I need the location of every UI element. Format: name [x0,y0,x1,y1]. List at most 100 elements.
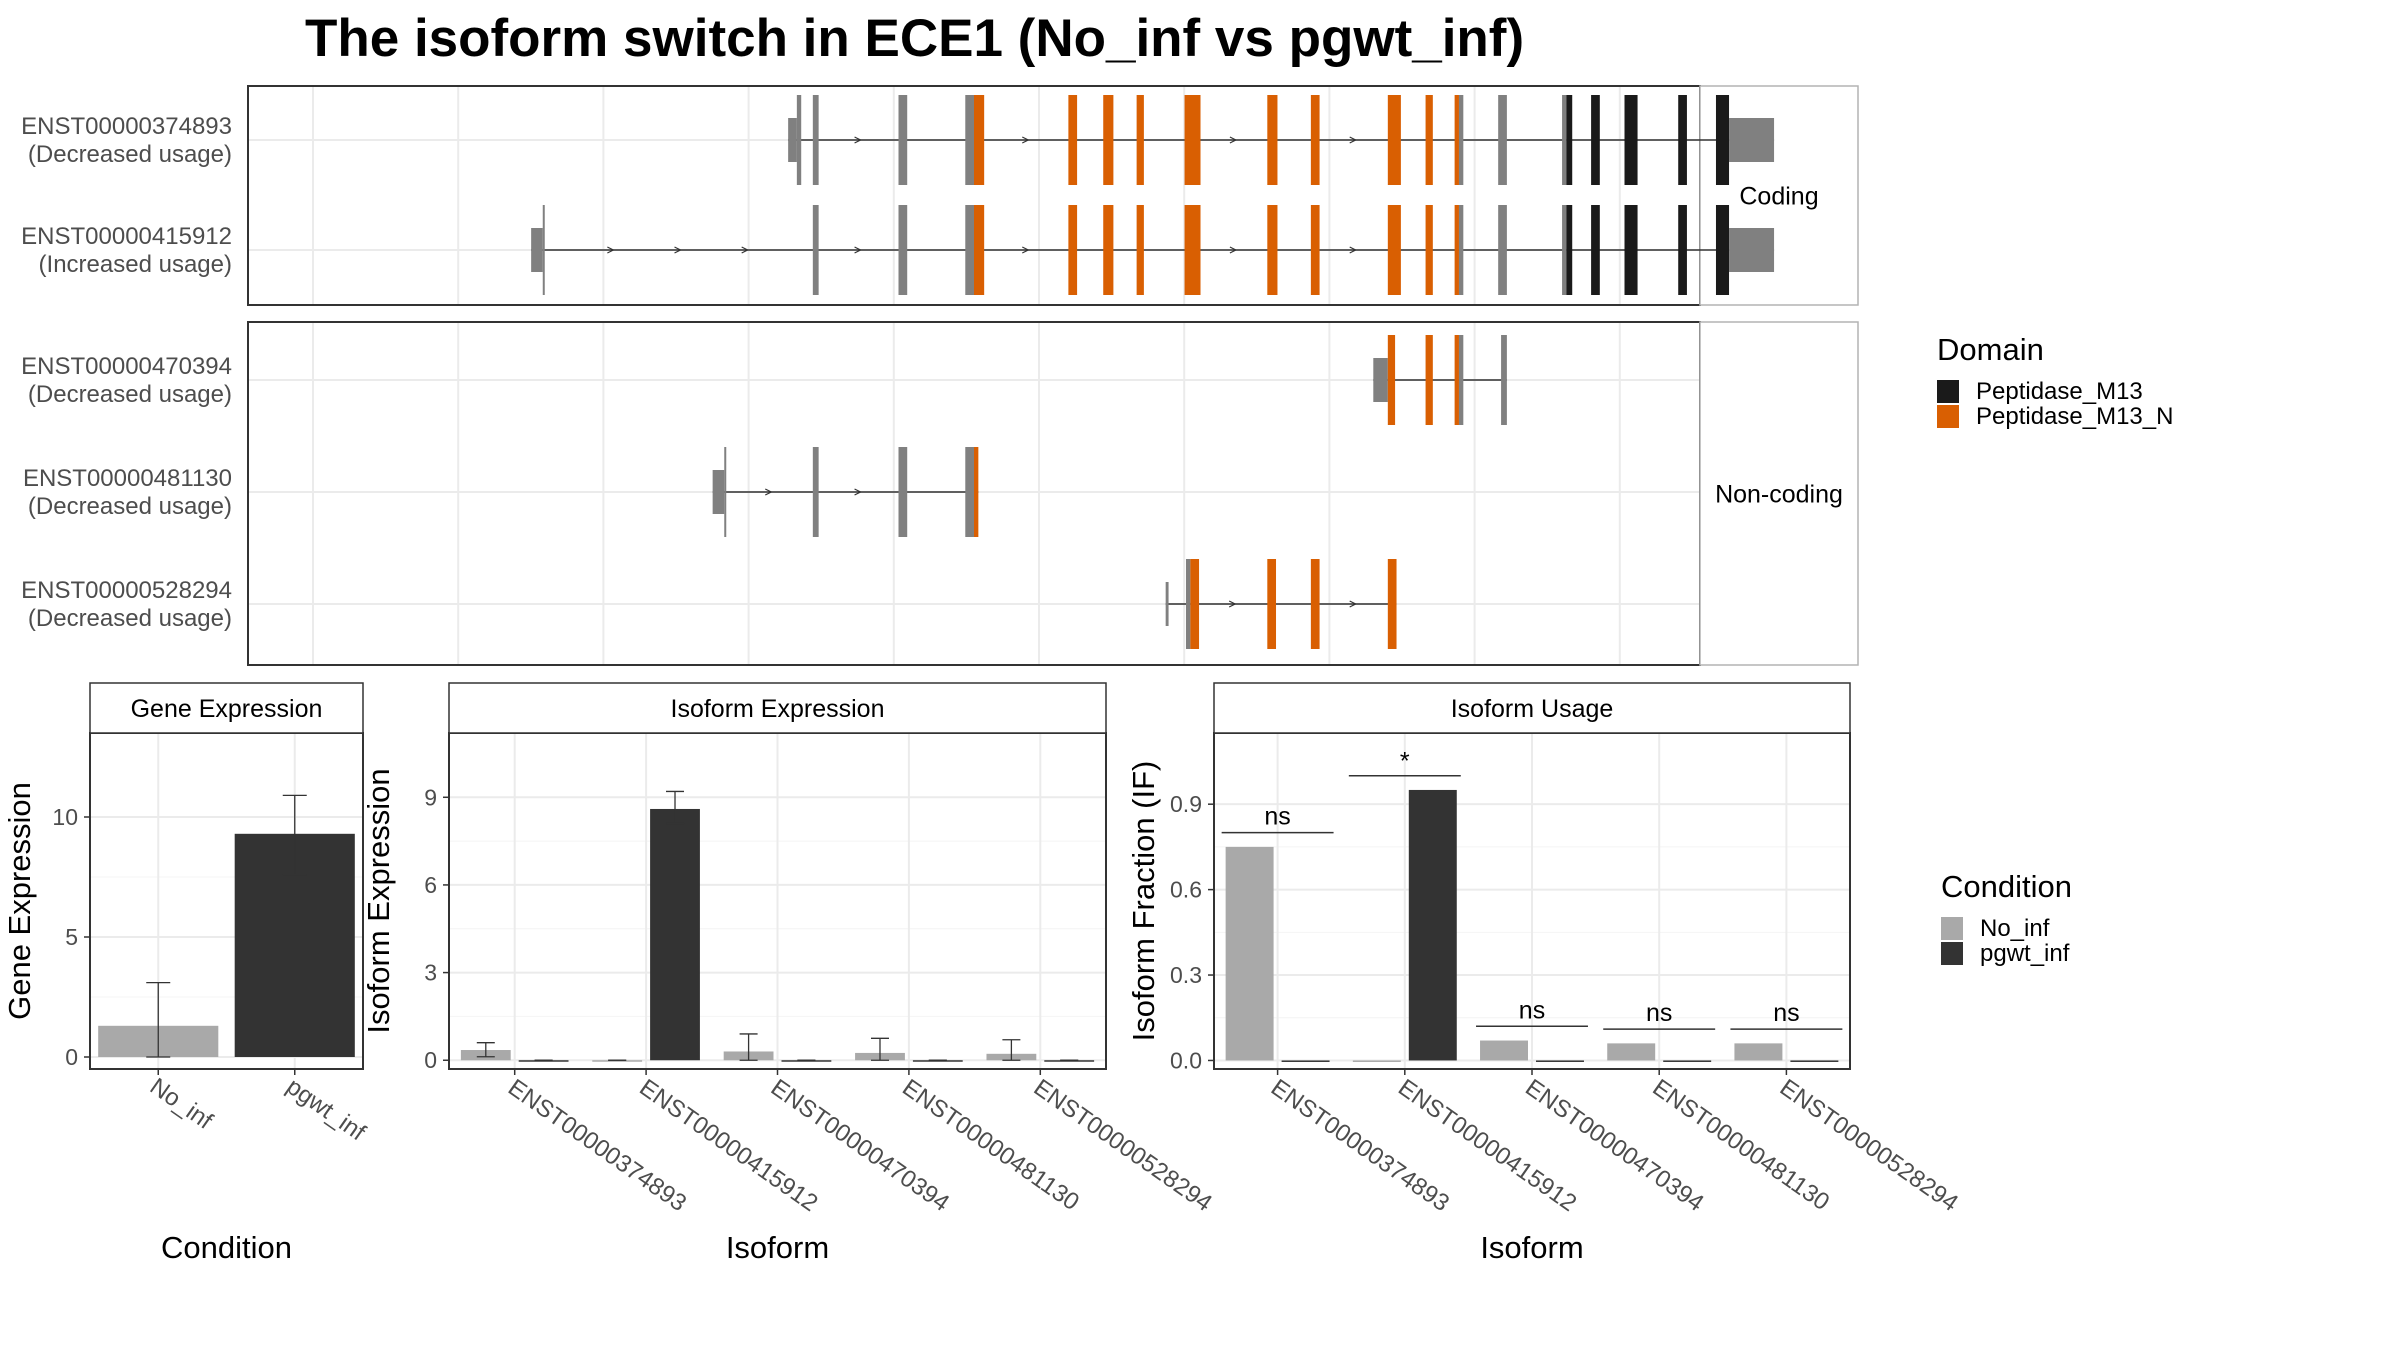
direction-arrow [674,246,682,254]
legend-key [1941,942,1963,965]
y-tick-label: 10 [52,804,78,830]
bar [1225,846,1274,1061]
exon-m13 [1715,95,1730,185]
bar [650,808,700,1061]
exon-m13 [1591,205,1600,295]
exon-m13 [1566,205,1573,295]
bar [518,1060,569,1062]
transcript-usage-note: (Increased usage) [39,251,232,278]
exon-n [1310,559,1320,649]
exon-n [1310,205,1320,295]
x-tick-label: No_inf [145,1073,218,1135]
panel-strip-label: Gene Expression [131,695,323,723]
y-tick-label: 0 [424,1047,437,1073]
bar [1607,1043,1656,1061]
exon-n [1068,95,1078,185]
y-tick-label: 6 [424,872,437,898]
transcript-ENST00000470394: ENST00000470394(Decreased usage) [21,335,1507,425]
y-tick-label: 5 [65,924,78,950]
y-tick-label: 0.0 [1170,1047,1202,1073]
exon-cds [1562,205,1567,295]
exon-cds [898,95,908,185]
exon-utr [1729,228,1775,272]
panel-gene-expression: Gene Expression 0 5 10 No_inf pgwt_inf Conditi… [2,682,370,1265]
exon-utr [1373,358,1388,402]
exon-n [1425,335,1433,425]
exon-cds [1185,559,1191,649]
significance-label: * [1400,748,1410,776]
exon-n [1068,205,1078,295]
x-axis-title: Isoform [1480,1230,1583,1265]
legend-label: Peptidase_M13_N [1976,403,2173,430]
direction-arrow [854,136,862,144]
exon-cds [724,447,727,537]
x-axis-title: Isoform [726,1230,829,1265]
transcript-id: ENST00000481130 [23,465,232,492]
legend-label: No_inf [1980,915,2050,942]
bar [1663,1060,1712,1062]
transcript-usage-note: (Decreased usage) [28,493,232,520]
exon-m13 [1715,205,1730,295]
exon-cds [542,205,545,295]
direction-arrow [1022,136,1030,144]
exon-cds [1501,335,1507,425]
bar [1281,1060,1330,1062]
bar [781,1060,832,1062]
transcript-ENST00000481130: ENST00000481130(Decreased usage) [23,447,979,537]
legend-label: Peptidase_M13 [1976,378,2143,405]
legend-key [1937,405,1959,428]
exon-cds [898,447,908,537]
exon-m13 [1624,95,1638,185]
exon-m13 [1591,95,1600,185]
significance-label: ns [1519,996,1545,1024]
bar [1734,1043,1783,1061]
exon-n [1387,559,1397,649]
direction-arrow [741,246,750,254]
exon-m13 [1678,95,1687,185]
y-tick-label: 0.3 [1170,962,1202,988]
transcript-ENST00000528294: ENST00000528294(Decreased usage) [21,559,1397,649]
x-tick-label: pgwt_inf [281,1073,370,1147]
bar [1790,1060,1839,1062]
figure-title: The isoform switch in ECE1 (No_inf vs pg… [305,9,1524,68]
direction-arrow [1229,246,1238,254]
panel-strip [89,682,364,734]
exon-n [1425,95,1433,185]
direction-arrow [1228,600,1237,608]
panel-strip [448,682,1107,734]
transcript-id: ENST00000374893 [21,113,232,140]
transcript-usage-note: (Decreased usage) [28,141,232,168]
significance-label: ns [1773,999,1799,1027]
direction-arrow [1349,600,1358,608]
direction-arrow [854,246,862,254]
transcript-id: ENST00000415912 [21,223,232,250]
exon-n [1103,95,1114,185]
exon-m13 [1566,95,1573,185]
direction-arrow [1349,246,1358,254]
transcript-id: ENST00000470394 [21,353,232,380]
exon-n [1267,205,1278,295]
exon-n [1387,205,1401,295]
legend-label: pgwt_inf [1980,940,2070,967]
transcript-id: ENST00000528294 [21,577,232,604]
direction-arrow [1229,136,1238,144]
y-tick-label: 0 [65,1044,78,1070]
exon-n [1387,95,1401,185]
exon-n [974,95,985,185]
exon-n [1103,205,1114,295]
facet-strip-label: Non-coding [1715,481,1843,509]
exon-n [1136,205,1144,295]
exon-n [1190,559,1200,649]
exon-n [1184,95,1201,185]
direction-arrow [1349,136,1358,144]
legend-title: Condition [1941,869,2072,904]
exon-utr [712,470,725,514]
transcript-ENST00000374893: ENST00000374893(Decreased usage) [21,95,1775,185]
exon-utr [1729,118,1775,162]
